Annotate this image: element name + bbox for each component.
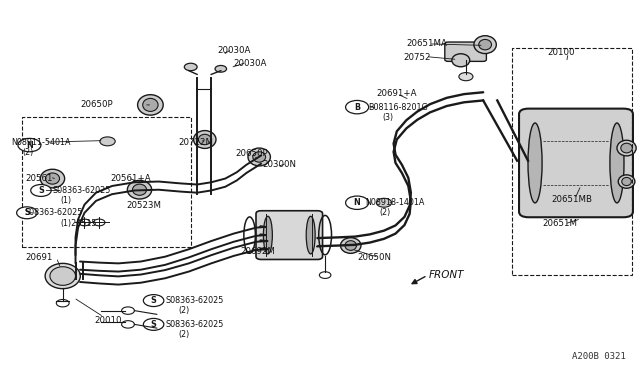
FancyBboxPatch shape [256, 211, 323, 260]
Text: 20651MA: 20651MA [406, 39, 447, 48]
Text: 20100: 20100 [547, 48, 575, 57]
Ellipse shape [618, 175, 635, 188]
Ellipse shape [138, 94, 163, 115]
Text: (2): (2) [22, 148, 34, 157]
Text: 20752: 20752 [403, 53, 431, 62]
Text: 20650P: 20650P [236, 149, 268, 158]
Text: 20523M: 20523M [127, 201, 162, 210]
Text: 20722M: 20722M [178, 138, 213, 147]
Ellipse shape [479, 39, 492, 50]
Circle shape [79, 219, 90, 226]
Circle shape [184, 63, 197, 71]
Text: (1)20515: (1)20515 [61, 219, 97, 228]
Ellipse shape [248, 148, 271, 166]
Ellipse shape [345, 241, 356, 250]
Bar [512, 48, 632, 275]
Text: N: N [354, 198, 360, 207]
Ellipse shape [306, 216, 315, 254]
FancyBboxPatch shape [519, 109, 633, 217]
Circle shape [319, 272, 331, 278]
Text: 20030A: 20030A [234, 59, 267, 68]
Ellipse shape [617, 140, 636, 156]
Text: 20030A: 20030A [218, 46, 251, 55]
Text: 20561: 20561 [26, 174, 53, 183]
Text: S: S [38, 186, 44, 195]
Ellipse shape [622, 177, 631, 186]
Ellipse shape [143, 99, 158, 112]
Circle shape [18, 138, 41, 152]
Text: 20691+A: 20691+A [376, 89, 417, 98]
Ellipse shape [253, 152, 266, 162]
Text: S08363-62025: S08363-62025 [165, 320, 223, 329]
Circle shape [459, 73, 473, 81]
Circle shape [56, 299, 69, 307]
Ellipse shape [45, 263, 81, 289]
Circle shape [122, 321, 134, 328]
Text: B08116-8201G: B08116-8201G [368, 103, 428, 112]
Ellipse shape [132, 184, 147, 195]
Ellipse shape [340, 238, 361, 253]
Ellipse shape [621, 143, 632, 153]
Text: (2): (2) [379, 208, 390, 217]
Ellipse shape [50, 267, 76, 285]
Text: S08363-62025: S08363-62025 [52, 186, 111, 195]
Text: S: S [24, 208, 30, 217]
Ellipse shape [45, 173, 60, 184]
Bar [22, 117, 191, 247]
Circle shape [122, 307, 134, 314]
Circle shape [31, 185, 51, 196]
Text: 20651MB: 20651MB [552, 195, 593, 203]
Text: S: S [150, 320, 157, 329]
Circle shape [346, 196, 369, 209]
Text: FRONT: FRONT [429, 270, 464, 279]
Text: 20650P: 20650P [80, 100, 113, 109]
Ellipse shape [452, 54, 470, 67]
Ellipse shape [198, 134, 211, 145]
Text: A200B 0321: A200B 0321 [572, 352, 626, 361]
Text: 20300N: 20300N [262, 160, 296, 169]
Ellipse shape [194, 131, 216, 148]
Text: (2): (2) [178, 330, 189, 339]
Circle shape [93, 219, 105, 226]
Text: N08911-5401A: N08911-5401A [12, 138, 71, 147]
Ellipse shape [264, 216, 273, 254]
Text: 20010: 20010 [95, 316, 122, 325]
Text: (2): (2) [178, 306, 189, 315]
Ellipse shape [40, 169, 65, 188]
Circle shape [17, 207, 37, 219]
Text: B: B [354, 103, 360, 112]
FancyBboxPatch shape [445, 42, 486, 61]
Circle shape [143, 318, 164, 330]
Ellipse shape [528, 123, 542, 203]
Circle shape [215, 65, 227, 72]
Text: (3): (3) [383, 113, 394, 122]
Text: N: N [26, 141, 33, 150]
Ellipse shape [610, 123, 624, 203]
Ellipse shape [127, 180, 152, 199]
Circle shape [143, 295, 164, 307]
Text: S: S [150, 296, 157, 305]
Circle shape [376, 198, 392, 207]
Circle shape [100, 137, 115, 146]
Text: 20651M: 20651M [543, 219, 578, 228]
Text: 20561+A: 20561+A [110, 174, 150, 183]
Text: 20692M: 20692M [240, 247, 275, 256]
Text: 20691: 20691 [26, 253, 53, 262]
Circle shape [346, 100, 369, 114]
Text: 20650N: 20650N [357, 253, 391, 262]
Text: S08363-62025: S08363-62025 [165, 296, 223, 305]
Text: S08363-62025: S08363-62025 [24, 208, 83, 217]
Ellipse shape [474, 36, 497, 54]
Text: (1): (1) [61, 196, 72, 205]
Text: N08918-1401A: N08918-1401A [365, 198, 424, 207]
